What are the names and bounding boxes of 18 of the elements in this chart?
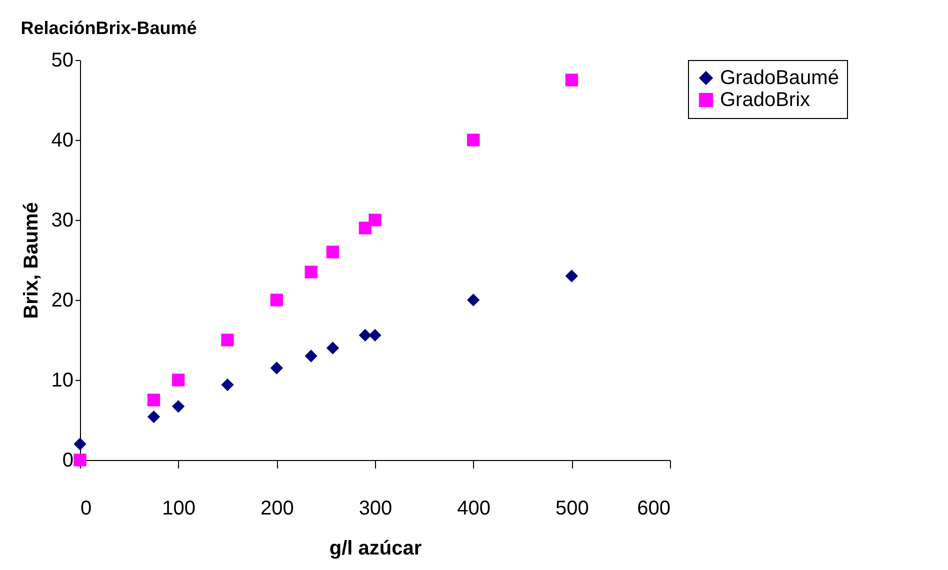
chart-title: RelaciónBrix-Baumé xyxy=(20,18,197,38)
x-tick-label: 300 xyxy=(358,498,392,520)
y-tick-label: 50 xyxy=(51,50,74,72)
x-tick-label: 500 xyxy=(555,498,589,520)
x-tick-label: 400 xyxy=(457,498,491,520)
y-tick-label: 20 xyxy=(51,290,74,312)
x-tick-label: 100 xyxy=(162,498,196,520)
y-tick-label: 30 xyxy=(51,210,74,232)
x-axis-title: g/l azúcar xyxy=(329,538,422,560)
x-tick-label: 200 xyxy=(260,498,294,520)
legend-label: GradoBaumé xyxy=(720,67,839,89)
x-tick-label: 600 xyxy=(637,498,670,520)
y-tick-label: 10 xyxy=(51,370,74,392)
y-tick-label: 0 xyxy=(62,450,74,472)
legend-label: GradoBrix xyxy=(720,89,810,111)
y-axis-title: Brix, Baumé xyxy=(20,202,42,319)
x-tick-label: 0 xyxy=(80,498,92,520)
y-tick-label: 40 xyxy=(51,130,74,152)
